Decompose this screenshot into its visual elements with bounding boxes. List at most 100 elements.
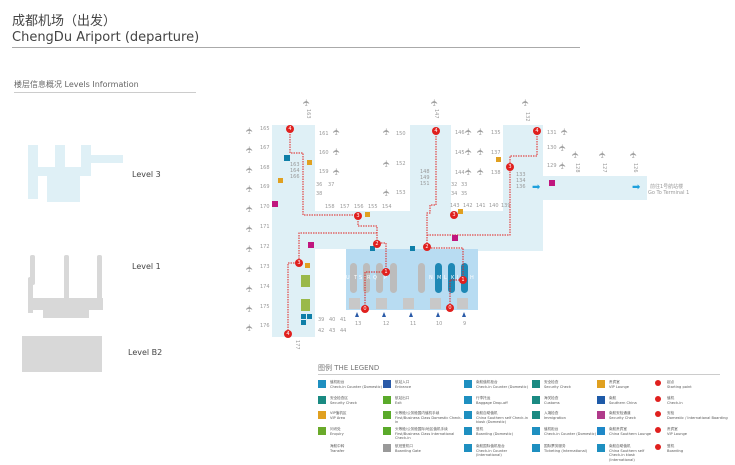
gate-label: 155 bbox=[368, 204, 378, 210]
legend-swatch-icon bbox=[318, 380, 326, 388]
gate-label: 38 bbox=[316, 191, 323, 197]
gate-label: 33 bbox=[461, 182, 468, 188]
level-b2-thumbnail[interactable] bbox=[22, 336, 102, 372]
route-marker: 4 bbox=[284, 330, 292, 338]
gate-label: 163 bbox=[290, 162, 300, 168]
legend-label-en: Domestic / International Boarding bbox=[667, 415, 728, 420]
level-b2-label[interactable]: Level B2 bbox=[128, 348, 163, 357]
legend-swatch-icon bbox=[532, 411, 540, 419]
legend-label-cn: 南航 bbox=[609, 396, 617, 400]
legend-label-cn: 头等舱/公务舱国内值机手续 bbox=[395, 411, 440, 415]
route-marker: 3 bbox=[295, 259, 303, 267]
gate-label: 126 bbox=[632, 163, 638, 173]
gate-label: 10 bbox=[436, 321, 443, 327]
gate-label: 148 bbox=[420, 169, 430, 175]
route-marker: 2 bbox=[373, 240, 381, 248]
legend-label-cn: 南航自助值机 bbox=[609, 444, 631, 448]
legend-label-cn: 南航贵宾室 bbox=[609, 427, 627, 431]
legend-label-cn: 头等舱/公务舱国际/地区值机手续 bbox=[395, 427, 448, 431]
route-marker: 2 bbox=[423, 243, 431, 251]
legend-swatch-icon bbox=[318, 427, 326, 435]
hall-letter: U bbox=[346, 275, 350, 281]
legend-label-en: Ticketing (International) bbox=[544, 448, 588, 453]
gate-label: 139 bbox=[501, 203, 511, 209]
legend-label-en: Boarding bbox=[667, 448, 684, 453]
route-marker: 1 bbox=[459, 276, 467, 284]
legend-swatch-icon bbox=[464, 444, 472, 452]
gate-label: 143 bbox=[450, 203, 460, 209]
legend-label-en: Boarding Gate bbox=[395, 448, 421, 453]
gate-label: 44 bbox=[340, 328, 347, 334]
legend-label-en: Customs bbox=[544, 400, 560, 405]
hall-letter: M bbox=[437, 275, 442, 281]
level-1-thumbnail[interactable] bbox=[28, 255, 103, 318]
legend-label-cn: VIP值机区 bbox=[330, 411, 347, 415]
legend-label-cn: 值机柜台 bbox=[544, 427, 559, 431]
hall-letter: R bbox=[367, 275, 371, 281]
gate-label: 164 bbox=[290, 168, 300, 174]
legend-label-cn: 贵宾室 bbox=[667, 427, 678, 431]
legend-label-cn: 国际票务服务 bbox=[544, 444, 566, 448]
legend-label-cn: 南航国际值机柜台 bbox=[476, 444, 505, 448]
gate-label: 42 bbox=[318, 328, 325, 334]
gate-label: 165 bbox=[260, 126, 270, 132]
gate-label: 158 bbox=[325, 204, 335, 210]
legend-label-cn: 起点 bbox=[667, 380, 675, 384]
legend-label-cn: 航站入口 bbox=[395, 380, 410, 384]
legend-label-cn: 行李托运 bbox=[476, 396, 491, 400]
gate-label: 137 bbox=[491, 150, 501, 156]
legend-label-en: Entrance bbox=[395, 384, 412, 389]
gate-label: 141 bbox=[476, 203, 486, 209]
hall-letter: J bbox=[457, 275, 459, 281]
legend-swatch-icon bbox=[464, 396, 472, 404]
gate-label: 170 bbox=[260, 204, 270, 210]
legend-label-cn: 问讯处 bbox=[330, 427, 341, 431]
route-marker: 0 bbox=[361, 305, 369, 313]
gate-label: 175 bbox=[260, 304, 270, 310]
legend-label-en: Security Check bbox=[544, 384, 571, 389]
legend-swatch-icon bbox=[597, 380, 605, 388]
legend-label-en: Security Check bbox=[609, 415, 636, 420]
gate-label: 128 bbox=[574, 163, 580, 173]
legend-swatch-icon bbox=[383, 444, 391, 452]
level-3-thumbnail[interactable] bbox=[28, 145, 123, 202]
legend-swatch-icon bbox=[597, 396, 605, 404]
gate-label: 34 bbox=[451, 191, 458, 197]
legend-label-en: First/Business Class International Check… bbox=[395, 431, 455, 441]
route-marker: 4 bbox=[432, 127, 440, 135]
legend-swatch-icon bbox=[532, 427, 540, 435]
legend-swatch-icon bbox=[655, 427, 661, 433]
route-marker: 3 bbox=[450, 211, 458, 219]
arrow-right-icon: ➡ bbox=[532, 182, 541, 193]
gate-label: 152 bbox=[396, 161, 406, 167]
legend-label-en: China Southern self Check-in kiosk (Inte… bbox=[609, 448, 645, 462]
legend-label-cn: 南航值机柜台 bbox=[476, 380, 498, 384]
gate-label: 163 bbox=[305, 109, 311, 119]
gate-label: 40 bbox=[329, 317, 336, 323]
level-thumbnails bbox=[22, 145, 123, 372]
legend-swatch-icon bbox=[532, 396, 540, 404]
route-marker: 0 bbox=[446, 304, 454, 312]
terminal-1-cn[interactable]: 前往1号航站楼 bbox=[650, 184, 684, 190]
check-in-hall: U T S R Q P N M L K J H bbox=[346, 249, 478, 310]
gate-label: 134 bbox=[516, 178, 526, 184]
route-marker: 3 bbox=[506, 163, 514, 171]
level-1-label[interactable]: Level 1 bbox=[132, 262, 161, 271]
legend-label-en: Check-in Counter (Domestic) bbox=[330, 384, 383, 389]
gate-label: 153 bbox=[396, 190, 406, 196]
title-english: ChengDu Ariport (departure) bbox=[12, 30, 200, 45]
legend-label-en: Check-in Counter (Domestic) bbox=[544, 431, 597, 436]
middle-pier bbox=[410, 125, 451, 215]
level-3-label[interactable]: Level 3 bbox=[132, 170, 161, 179]
gate-label: 131 bbox=[547, 130, 557, 136]
legend-label-cn: 贵宾室 bbox=[609, 380, 620, 384]
legend-label-cn: 南航自助值机 bbox=[476, 411, 498, 415]
legend-label-en: Check-in Counter (Domestic) bbox=[476, 384, 529, 389]
gate-label: 151 bbox=[420, 181, 430, 187]
legend-label-cn: 值机柜台 bbox=[330, 380, 345, 384]
legend-swatch-icon bbox=[655, 380, 661, 386]
legend-label-en: Security Check bbox=[330, 400, 357, 405]
title-chinese: 成都机场（出发） bbox=[12, 14, 117, 29]
hall-letter: N bbox=[429, 275, 433, 281]
terminal-1-en[interactable]: Go To Terminal 1 bbox=[648, 190, 690, 196]
